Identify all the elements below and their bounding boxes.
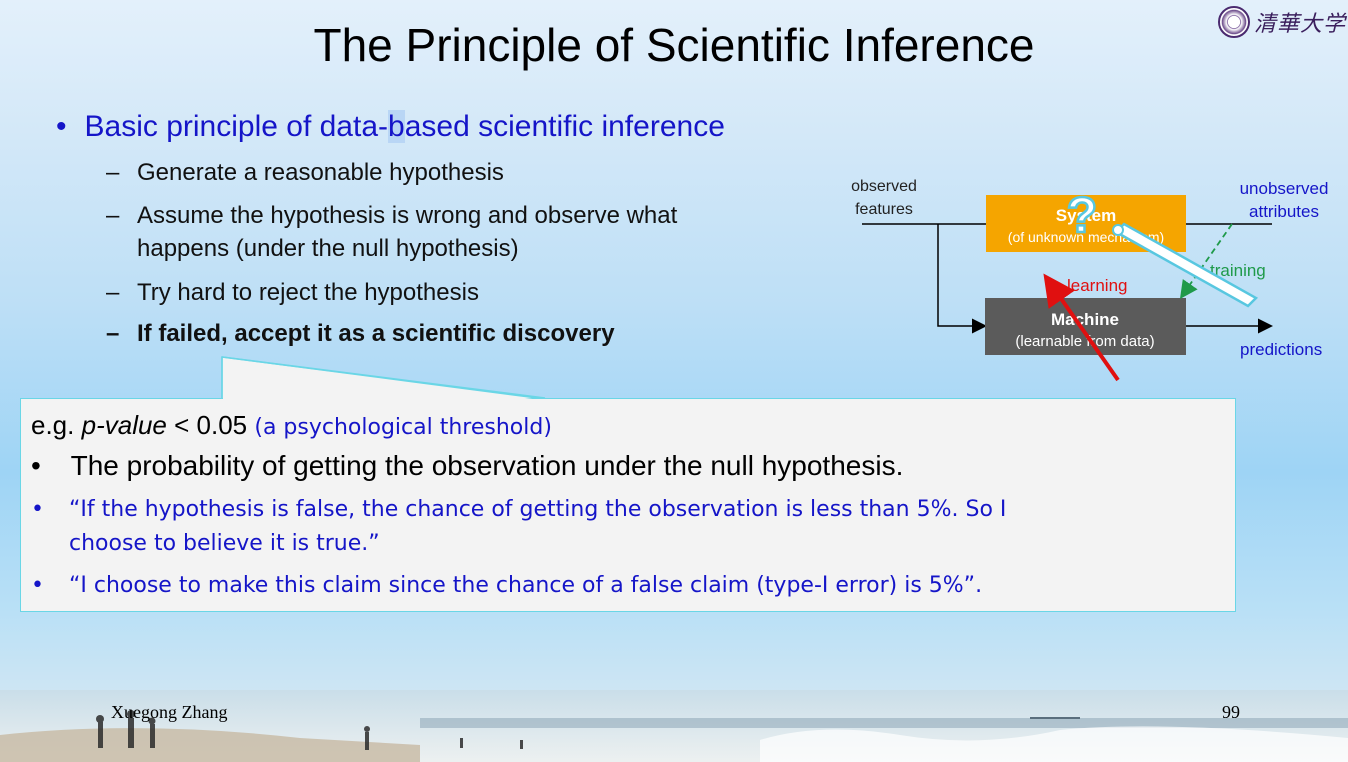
machine-box bbox=[985, 298, 1186, 355]
machine-title: Machine bbox=[1051, 310, 1119, 329]
dash: – bbox=[106, 320, 120, 347]
bullet-dot: • bbox=[31, 450, 41, 481]
pvalue-line: e.g. p-value < 0.05 (a psychological thr… bbox=[31, 410, 552, 441]
bullet-dot: • bbox=[31, 497, 44, 522]
callout-bullet-2-text-cont: choose to believe it is true.” bbox=[69, 531, 380, 556]
training-label: training bbox=[1210, 261, 1266, 280]
training-arrow bbox=[1179, 223, 1233, 299]
dash: – bbox=[106, 279, 120, 306]
university-logo: 清華大学 bbox=[1218, 6, 1346, 38]
sub-bullet-text: happens (under the null hypothesis) bbox=[137, 235, 519, 262]
callout-box bbox=[20, 398, 1236, 612]
bullet-dot: • bbox=[56, 110, 67, 143]
features-label: features bbox=[855, 201, 913, 218]
unobserved-label: unobserved bbox=[1240, 179, 1329, 198]
logo-text: 清華大学 bbox=[1254, 12, 1347, 37]
branch-line bbox=[937, 224, 987, 334]
page-number: 99 bbox=[1222, 702, 1240, 722]
system-title: System bbox=[1056, 206, 1116, 225]
question-mark-icon: ? bbox=[1065, 186, 1259, 308]
predictions-label: predictions bbox=[1240, 340, 1322, 359]
attributes-label: attributes bbox=[1249, 202, 1319, 221]
svg-text:?: ? bbox=[1067, 187, 1098, 243]
sub-bullet-text: If failed, accept it as a scientific dis… bbox=[137, 320, 615, 347]
pvalue-label: p-value bbox=[81, 410, 167, 440]
text-selection-highlight: b bbox=[388, 110, 405, 143]
callout-bullet-1: • The probability of getting the observa… bbox=[31, 450, 903, 482]
dash: – bbox=[106, 202, 120, 229]
threshold-label: < 0.05 bbox=[174, 410, 248, 440]
sub-bullet-text: Assume the hypothesis is wrong and obser… bbox=[137, 202, 678, 229]
main-bullet-text-2: ased scientific inference bbox=[404, 110, 725, 143]
footer-author: Xuegong Zhang bbox=[111, 702, 228, 722]
learning-arrow bbox=[1043, 273, 1120, 382]
dash: – bbox=[106, 159, 120, 186]
university-seal-icon bbox=[1218, 6, 1250, 38]
eg-label: e.g. bbox=[31, 410, 75, 440]
threshold-note: (a psychological threshold) bbox=[254, 415, 552, 440]
main-bullet: • Basic principle of data-based scientifi… bbox=[56, 110, 725, 144]
bullet-dot: • bbox=[31, 573, 44, 598]
callout-bullet-1-text: The probability of getting the observati… bbox=[70, 450, 904, 481]
learning-label: learning bbox=[1067, 276, 1128, 295]
slide-title: The Principle of Scientific Inference bbox=[313, 19, 1035, 71]
main-bullet-text-1: Basic principle of data- bbox=[84, 110, 389, 143]
observed-label: observed bbox=[851, 178, 917, 195]
callout-bullet-3-text: “I choose to make this claim since the c… bbox=[69, 573, 983, 598]
machine-subtitle: (learnable from data) bbox=[1015, 333, 1154, 350]
sub-bullet-text: Try hard to reject the hypothesis bbox=[137, 279, 479, 306]
sub-bullet-text: Generate a reasonable hypothesis bbox=[137, 159, 504, 186]
callout-bullet-2-text: “If the hypothesis is false, the chance … bbox=[69, 497, 1007, 522]
